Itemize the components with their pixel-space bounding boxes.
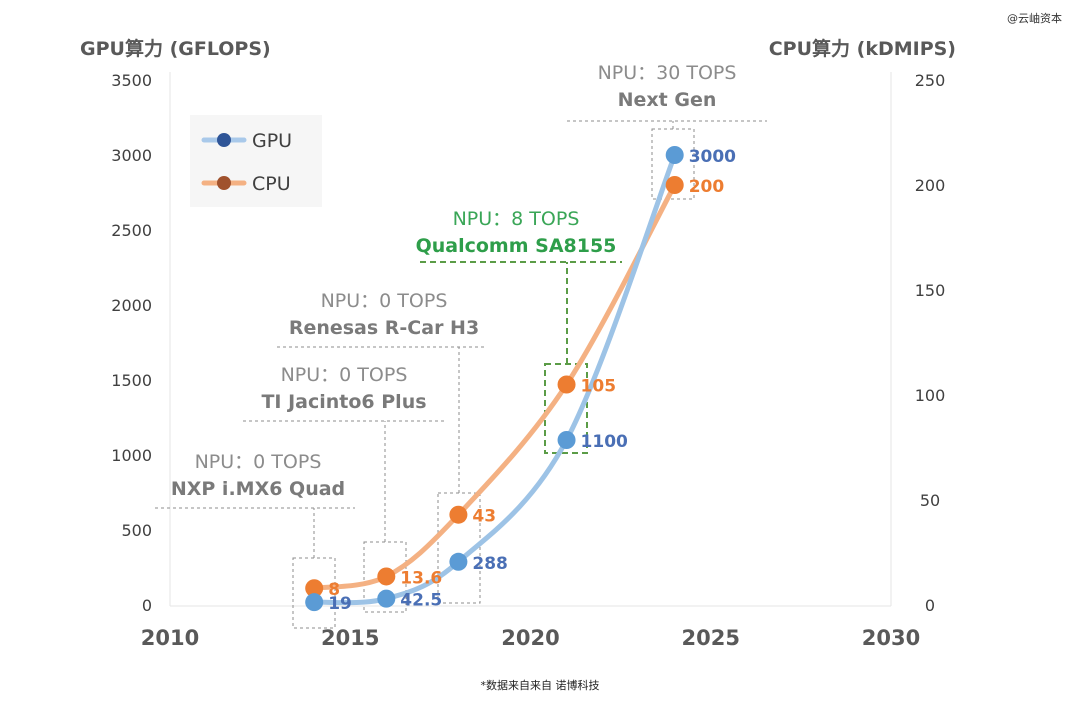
callout-name-ti: TI Jacinto6 Plus <box>261 391 426 413</box>
series-labels: 8 13.6 43 105 200 19 42.5 288 1100 3000 <box>328 147 736 614</box>
legend-gpu-label: GPU <box>252 130 292 152</box>
gpu-point-2024 <box>665 146 684 164</box>
y-left-tick-0: 0 <box>142 596 152 615</box>
legend-cpu-marker <box>217 176 231 190</box>
callout-npu-nextgen: NPU：30 TOPS <box>598 62 737 84</box>
y-right-tick-250: 250 <box>915 71 946 90</box>
watermark: @云岫资本 <box>1007 11 1062 25</box>
x-tick-2030: 2030 <box>862 626 920 650</box>
y-left-tick-500: 500 <box>121 521 152 540</box>
x-ticks: 2010 2015 2020 2025 2030 <box>141 626 920 650</box>
y-left-tick-1500: 1500 <box>111 371 152 390</box>
callout-npu-qualcomm: NPU：8 TOPS <box>453 208 580 230</box>
cpu-point-2018 <box>449 505 468 524</box>
callout-npu-ti: NPU：0 TOPS <box>281 364 408 386</box>
cpu-data-label-2016: 13.6 <box>400 568 442 588</box>
gpu-data-label-2024: 3000 <box>689 147 736 167</box>
callout-npu-nxp: NPU：0 TOPS <box>195 451 322 473</box>
x-tick-2015: 2015 <box>321 626 379 650</box>
legend-cpu-label: CPU <box>252 173 291 195</box>
y-left-axis-title: GPU算力 (GFLOPS) <box>80 37 271 60</box>
x-tick-2020: 2020 <box>501 626 559 650</box>
y-right-tick-100: 100 <box>915 386 946 405</box>
y-right-tick-50: 50 <box>920 491 940 510</box>
cpu-data-label-2018: 43 <box>472 507 496 527</box>
gpu-point-2018 <box>449 552 468 571</box>
x-tick-2010: 2010 <box>141 626 199 650</box>
cpu-point-2016 <box>377 567 396 586</box>
y-right-ticks: 0 50 100 150 200 250 <box>915 71 946 615</box>
gpu-point-2016 <box>377 589 396 608</box>
annotations: NPU：0 TOPS NXP i.MX6 Quad NPU：0 TOPS TI … <box>155 62 767 629</box>
legend-gpu-marker <box>217 133 231 147</box>
x-tick-2025: 2025 <box>682 626 740 650</box>
gpu-data-label-2021: 1100 <box>581 432 628 452</box>
y-left-tick-3000: 3000 <box>111 146 152 165</box>
y-right-tick-200: 200 <box>915 176 946 195</box>
legend-box <box>190 115 322 207</box>
y-right-axis-title: CPU算力 (kDMIPS) <box>769 37 956 60</box>
gpu-point-2014 <box>305 593 324 612</box>
cpu-data-label-2021: 105 <box>581 377 617 397</box>
source-note: *数据来自来自 诺博科技 <box>481 678 600 692</box>
cpu-point-2014 <box>305 579 324 598</box>
callout-name-nextgen: Next Gen <box>618 89 717 111</box>
callout-name-renesas: Renesas R-Car H3 <box>289 317 479 339</box>
cpu-point-2021 <box>557 375 576 394</box>
cpu-data-label-2024: 200 <box>689 177 725 197</box>
gpu-data-label-2014: 19 <box>328 594 352 614</box>
y-left-tick-1000: 1000 <box>111 446 152 465</box>
y-left-tick-2000: 2000 <box>111 296 152 315</box>
gpu-data-label-2018: 288 <box>472 554 508 574</box>
y-left-tick-2500: 2500 <box>111 221 152 240</box>
cpu-data-label-2014: 8 <box>328 580 340 600</box>
gpu-data-label-2016: 42.5 <box>400 591 442 611</box>
legend: GPU CPU <box>190 115 322 207</box>
callout-npu-renesas: NPU：0 TOPS <box>321 290 448 312</box>
y-right-tick-150: 150 <box>915 281 946 300</box>
y-left-tick-3500: 3500 <box>111 71 152 90</box>
y-right-tick-0: 0 <box>925 596 935 615</box>
series-points <box>305 146 684 612</box>
gpu-point-2021 <box>557 431 576 449</box>
callout-name-nxp: NXP i.MX6 Quad <box>171 478 345 500</box>
y-left-ticks: 0 500 1000 1500 2000 2500 3000 3500 <box>111 71 152 615</box>
cpu-point-2024 <box>665 176 684 194</box>
callout-name-qualcomm: Qualcomm SA8155 <box>416 235 617 257</box>
